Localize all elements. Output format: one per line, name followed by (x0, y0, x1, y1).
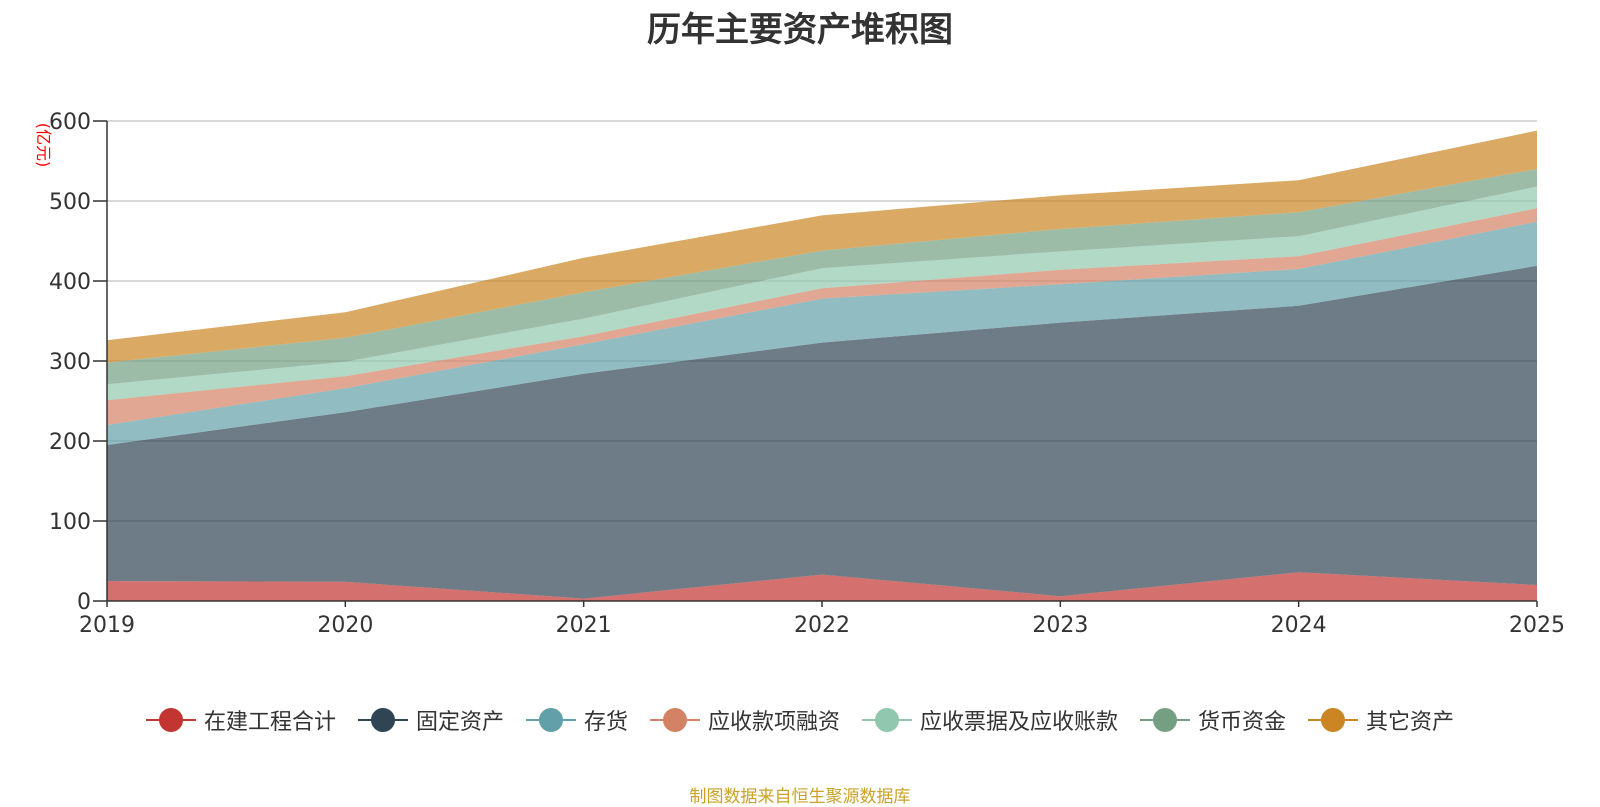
legend-item-3[interactable]: 存货 (525, 704, 628, 736)
y-tick-label: 0 (77, 590, 91, 615)
y-tick-label: 300 (49, 350, 91, 375)
x-tick-label: 2020 (317, 613, 373, 638)
legend-item-6[interactable]: 货币资金 (1140, 704, 1286, 736)
y-tick-label: 400 (49, 270, 91, 295)
legend-marker-icon (525, 708, 576, 732)
area-series-7 (107, 130, 1537, 363)
area-series-5 (107, 186, 1537, 401)
legend-item-4[interactable]: 应收款项融资 (649, 704, 840, 736)
legend-label: 固定资产 (415, 710, 504, 735)
x-tick-label: 2022 (794, 613, 850, 638)
legend-item-1[interactable]: 在建工程合计 (145, 704, 336, 736)
stacked-area-chart: 0 100 200 300 400 500 600 2019 2020 2021 2022 2023 2… (34, 110, 1565, 638)
y-tick-label: 600 (49, 110, 91, 135)
legend-marker-icon (862, 708, 912, 732)
legend-marker-icon (145, 708, 196, 732)
x-tick-label: 2023 (1032, 613, 1088, 638)
legend-label: 其它资产 (1366, 710, 1455, 735)
area-series-1 (107, 572, 1537, 601)
area-series-3 (107, 221, 1537, 445)
legend-label: 应收票据及应收账款 (920, 710, 1119, 735)
y-tick-label: 500 (49, 190, 91, 215)
x-tick-label: 2025 (1509, 613, 1565, 638)
x-tick-label: 2021 (556, 613, 612, 638)
legend-item-7[interactable]: 其它资产 (1308, 704, 1454, 736)
legend-label: 应收款项融资 (707, 710, 840, 735)
legend-marker-icon (1140, 708, 1191, 732)
legend-marker-icon (649, 708, 700, 732)
x-tick-label: 2024 (1271, 613, 1327, 638)
area-series-6 (107, 169, 1537, 385)
area-series-2 (107, 265, 1537, 599)
chart-title: 历年主要资产堆积图 (647, 10, 953, 50)
legend-label: 存货 (583, 710, 628, 735)
legend: 在建工程合计 固定资产 存货 应收款项融资 应收票据及应收账款 货币资金 其它资产 (0, 704, 1600, 736)
data-source-note: 制图数据来自恒生聚源数据库 (689, 787, 911, 807)
legend-label: 货币资金 (1198, 710, 1287, 735)
y-tick-label: 100 (49, 510, 91, 535)
legend-item-5[interactable]: 应收票据及应收账款 (862, 704, 1118, 736)
legend-label: 在建工程合计 (203, 710, 336, 735)
x-tick-label: 2019 (79, 613, 135, 638)
y-axis-unit-label: (亿元) (34, 123, 53, 168)
legend-marker-icon (1308, 708, 1359, 732)
legend-item-2[interactable]: 固定资产 (357, 704, 504, 736)
y-tick-label: 200 (49, 430, 91, 455)
legend-marker-icon (357, 708, 408, 732)
